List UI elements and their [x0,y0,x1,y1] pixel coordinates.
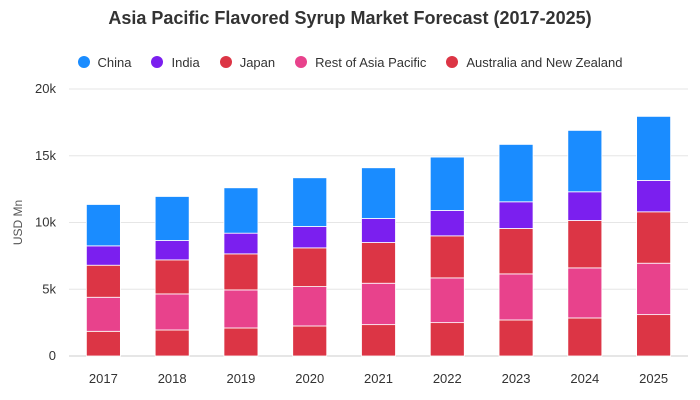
bar-segment [361,324,396,357]
bar-segment [567,191,603,221]
x-tick-label: 2022 [433,371,462,386]
bar-segment [498,144,534,203]
bar-segment [85,264,121,298]
bar-segment [223,289,259,329]
bar-segment [292,226,328,249]
bar-segment [498,319,534,357]
bar-segment [636,314,672,357]
legend-marker [151,56,164,68]
y-axis-label: USD Mn [11,200,25,245]
bar-segment [154,240,190,261]
bar-segment [361,167,396,219]
legend-marker [446,56,459,68]
legend-label: Australia and New Zealand [466,54,623,70]
bar-segment [292,247,328,287]
bar-segment [636,211,672,264]
y-tick-label: 20k [35,81,56,96]
legend-item[interactable]: Australia and New Zealand [446,55,622,70]
legend-item[interactable]: India [151,54,200,70]
bar-segment [567,220,603,269]
bar-segment [154,293,190,331]
bar-segment [85,204,121,247]
legend-label: India [171,54,200,70]
bar-segment [429,322,465,357]
legend-item[interactable]: China [77,54,132,70]
x-tick-label: 2024 [570,371,599,386]
bar-segment [361,218,396,243]
legend-item[interactable]: Rest of Asia Pacific [295,55,426,70]
bar-segment [567,317,603,357]
x-tick-label: 2025 [639,371,668,386]
bar-segment [292,325,328,357]
bar-segment [223,327,259,357]
legend-marker [219,56,232,68]
x-tick-label: 2018 [158,371,187,386]
x-tick-label: 2020 [295,371,324,386]
bar-segment [223,187,259,234]
bar-segment [636,115,672,181]
bar-segment [429,277,465,324]
chart-title: Asia Pacific Flavored Syrup Market Forec… [108,8,592,28]
bar-segment [636,262,672,316]
bar-segment [429,210,465,237]
x-tick-label: 2021 [364,371,393,386]
bar-segment [85,245,121,266]
legend-marker [295,56,308,68]
legend-item[interactable]: Japan [219,54,276,70]
bar-segment [429,156,465,211]
x-tick-label: 2019 [226,371,255,386]
bar-segment [636,180,672,213]
legend-label: Japan [239,54,276,70]
y-tick-label: 0 [49,348,56,363]
y-tick-label: 5k [42,281,56,296]
bar-segment [361,282,396,326]
bar-segment [154,329,190,357]
bar-segment [85,330,121,357]
bar-segment [498,228,534,275]
bar-segment [498,273,534,321]
bar-segment [223,253,259,291]
legend-marker [77,56,90,68]
bar-segment [498,201,534,229]
bar-segment [223,232,259,255]
chart-legend: China India Japan Rest of Asia Pacific Austr… [0,52,700,72]
bar-segment [85,296,121,332]
bar-segment [292,286,328,327]
y-tick-label: 15k [35,148,56,163]
bar-segment [292,177,328,227]
x-tick-label: 2017 [89,371,118,386]
bar-segment [154,259,190,295]
x-tick-label: 2023 [502,371,531,386]
bar-segment [361,242,396,284]
bar-segment [154,196,190,241]
bar-segment [567,267,603,319]
legend-label: Rest of Asia Pacific [315,54,427,70]
bar-segment [567,129,603,193]
y-tick-label: 10k [35,215,56,230]
legend-label: China [97,54,132,70]
bar-segment [429,235,465,279]
